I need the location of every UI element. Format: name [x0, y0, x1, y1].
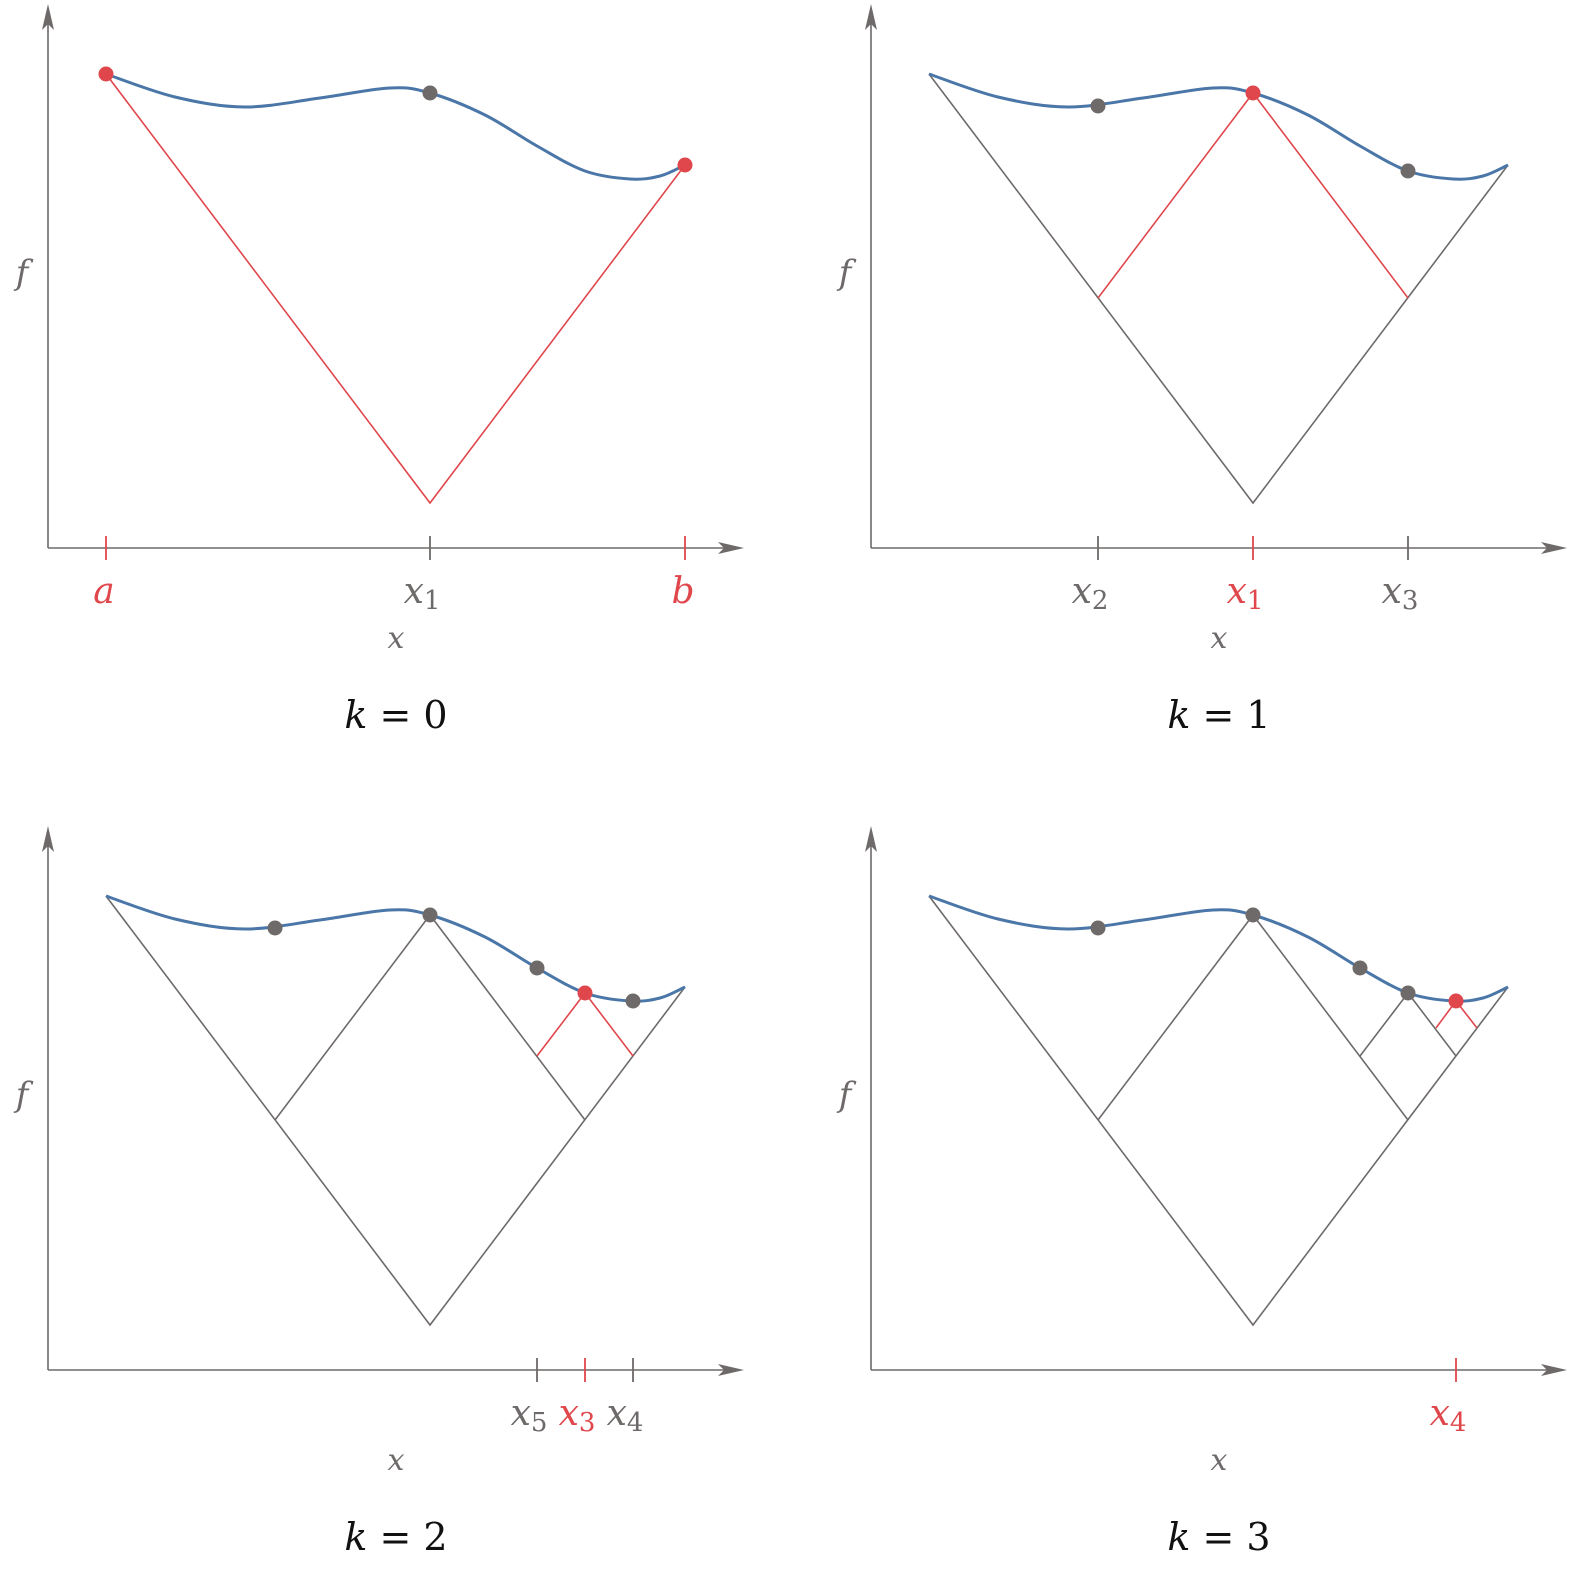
panel-caption: k = 3: [1167, 1515, 1270, 1559]
function-curve: [928, 72, 1509, 181]
tick-label-x2: x2: [1072, 571, 1109, 616]
tick-label-x1: x1: [1227, 571, 1264, 616]
function-curve: [105, 894, 686, 1003]
panel-caption: k = 2: [344, 1515, 447, 1559]
x-axis-label: x: [1211, 1443, 1228, 1478]
sample-point-x2: [1090, 98, 1106, 114]
sample-point-x5: [1352, 960, 1368, 976]
lower-bound-line: [1097, 91, 1409, 299]
sample-point-x3: [1400, 163, 1416, 179]
function-curve: [105, 72, 686, 181]
sample-point-x1: [422, 85, 438, 101]
y-axis-label: f: [13, 1075, 34, 1115]
tick-label-b: b: [671, 571, 694, 612]
lower-bound-line: [928, 895, 1509, 1327]
lower-bound-line: [928, 73, 1509, 505]
x-axis-arrow-icon: [718, 1364, 744, 1376]
function-curve: [928, 894, 1509, 1003]
y-axis-arrow-icon: [865, 4, 877, 30]
lower-bound-line: [105, 73, 686, 505]
x-axis-arrow-icon: [1541, 1364, 1567, 1376]
tick-label-a: a: [93, 571, 114, 612]
lower-bound-line: [105, 895, 686, 1327]
panel-caption: k = 1: [1167, 693, 1270, 737]
lower-bound-line: [274, 913, 586, 1121]
sample-point-x3: [577, 985, 593, 1001]
sample-point-x1: [1245, 85, 1261, 101]
sample-point-a: [98, 66, 114, 82]
tick-label-x4: x4: [1430, 1393, 1467, 1438]
x-axis-arrow-icon: [718, 542, 744, 554]
y-axis-label: f: [13, 253, 34, 293]
tick-label-x1: x1: [404, 571, 441, 616]
sample-point-x5: [529, 960, 545, 976]
panel-k0: f x a x1 b k = 0: [13, 4, 744, 737]
sample-point-x1: [1245, 907, 1261, 923]
sample-point-x2: [267, 920, 283, 936]
x-axis-arrow-icon: [1541, 542, 1567, 554]
sample-point-b: [677, 157, 693, 173]
sample-point-x2: [1090, 920, 1106, 936]
lower-bound-line: [536, 991, 634, 1057]
y-axis-arrow-icon: [865, 826, 877, 852]
x-axis-label: x: [388, 1443, 405, 1478]
y-axis-arrow-icon: [42, 826, 54, 852]
sample-point-x4: [625, 993, 641, 1009]
lower-bound-line: [1097, 913, 1409, 1121]
sample-point-x4: [1448, 993, 1464, 1009]
lower-bound-line: [1359, 991, 1457, 1057]
tick-label-x3: x3: [559, 1393, 596, 1438]
sample-point-x3: [1400, 985, 1416, 1001]
tick-label-x3: x3: [1382, 571, 1419, 616]
y-axis-label: f: [836, 253, 857, 293]
panel-caption: k = 0: [344, 693, 447, 737]
panel-k3: f x x4 k = 3: [836, 826, 1567, 1559]
panel-k2: f x x5 x3 x4 k = 2: [13, 826, 744, 1559]
y-axis-label: f: [836, 1075, 857, 1115]
tick-label-x4: x4: [607, 1393, 644, 1438]
x-axis-label: x: [1211, 621, 1228, 656]
panel-k1: f x x2 x1 x3 k = 1: [836, 4, 1567, 737]
x-axis-label: x: [388, 621, 405, 656]
y-axis-arrow-icon: [42, 4, 54, 30]
sample-point-x1: [422, 907, 438, 923]
tick-label-x5: x5: [511, 1393, 548, 1438]
